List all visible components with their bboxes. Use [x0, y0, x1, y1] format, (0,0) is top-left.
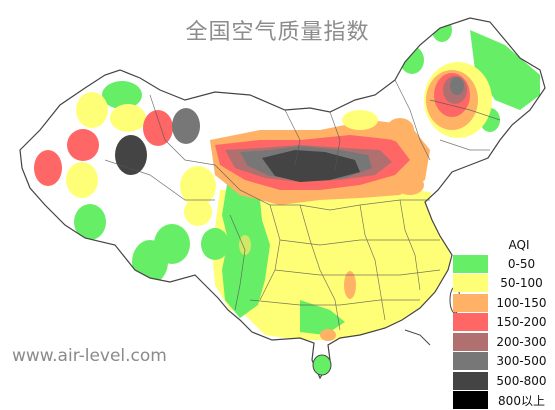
legend-item: 500-800 — [453, 371, 555, 391]
aqi-patch-ne-grey — [450, 77, 464, 95]
legend-swatch — [453, 294, 488, 312]
aqi-patch-xj-red-2 — [67, 129, 99, 161]
legend-item: 200-300 — [453, 332, 555, 352]
aqi-patch-xj-yellow-2 — [110, 104, 146, 132]
legend-label: 300-500 — [488, 354, 555, 368]
legend-swatch — [453, 352, 488, 370]
legend-item: 800以上 — [453, 391, 555, 410]
watermark: www.air-level.com — [12, 346, 167, 366]
aqi-patch-xj-grey — [172, 108, 200, 144]
aqi-patch-ne-green-2 — [400, 46, 424, 74]
legend-item: 300-500 — [453, 352, 555, 372]
legend-label: 800以上 — [488, 392, 555, 409]
aqi-patch-south-orange — [320, 329, 336, 341]
aqi-patch-east-orange — [396, 175, 424, 195]
legend-label: 500-800 — [488, 374, 555, 388]
legend-rows: 0-50 50-100 100-150 150-200 200-300 300-500 50… — [453, 254, 555, 410]
hainan-island — [313, 355, 331, 375]
legend-swatch — [453, 372, 488, 390]
legend-item: 50-100 — [453, 274, 555, 294]
legend-swatch — [453, 391, 488, 409]
aqi-patch-xj-yellow-1 — [76, 92, 108, 128]
legend-swatch — [453, 313, 488, 331]
legend-title: AQI — [453, 236, 555, 254]
aqi-patch-inner-mongolia-orange — [386, 118, 414, 142]
legend-item: 150-200 — [453, 313, 555, 333]
aqi-patch-tibet-green-3 — [154, 224, 190, 264]
legend-label: 100-150 — [488, 296, 555, 310]
legend-item: 100-150 — [453, 293, 555, 313]
aqi-patch-xj-yellow-3 — [66, 162, 98, 198]
legend-label: 50-100 — [488, 276, 555, 290]
legend-label: 150-200 — [488, 315, 555, 329]
legend-item: 0-50 — [453, 254, 555, 274]
legend-swatch — [453, 255, 488, 273]
south-sea-inset-line — [405, 330, 430, 345]
legend-label: 0-50 — [488, 257, 555, 271]
aqi-legend: AQI 0-50 50-100 100-150 150-200 200-300 300-5… — [453, 236, 555, 410]
aqi-patch-xj-green-north — [102, 81, 142, 109]
aqi-patch-inner-mongolia-yellow — [342, 110, 378, 130]
aqi-patch-xj-yellow-5 — [184, 198, 212, 226]
aqi-patch-xj-red-3 — [34, 150, 62, 186]
aqi-patch-xj-red-1 — [143, 110, 173, 146]
aqi-patch-ne-green-3 — [432, 18, 452, 42]
legend-label: 200-300 — [488, 335, 555, 349]
legend-swatch — [453, 333, 488, 351]
aqi-patch-tibet-green-4 — [201, 228, 229, 260]
legend-swatch — [453, 274, 488, 292]
